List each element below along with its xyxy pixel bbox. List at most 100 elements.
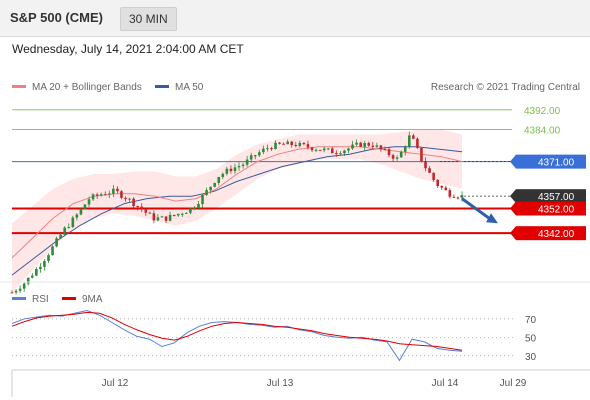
- candle-body: [440, 186, 444, 188]
- candle-body: [144, 209, 148, 213]
- price-levels: [12, 109, 512, 235]
- candle-body: [67, 227, 71, 229]
- rsi-tick-label: 70: [525, 315, 537, 326]
- candle-body: [290, 141, 294, 146]
- level-label-box: [516, 189, 586, 204]
- candle-body: [83, 204, 87, 209]
- candle-body: [322, 148, 326, 151]
- candle-body: [103, 194, 107, 196]
- timeframe-button[interactable]: 30 MIN: [120, 7, 177, 31]
- candle-body: [79, 208, 83, 215]
- candle-body: [112, 188, 115, 194]
- candle-body: [412, 135, 415, 139]
- candle-body: [47, 255, 50, 261]
- candle-body: [156, 217, 160, 221]
- level-labels: 4392.00 4384.00 4371.00 4357.00 4352.00 4342.…: [510, 106, 586, 241]
- candle-body: [217, 176, 221, 183]
- candle-body: [403, 146, 407, 152]
- candle-body: [355, 142, 358, 145]
- candle-body: [294, 145, 298, 147]
- ma20-line: [11, 146, 463, 259]
- credit-label: Research © 2021 Trading Central: [431, 82, 580, 93]
- level-label-text: 4352.00: [538, 205, 575, 216]
- candle-body: [10, 292, 14, 294]
- rsi-legend-swatch: [12, 297, 26, 300]
- candle-body: [249, 155, 253, 160]
- candle-body: [168, 214, 172, 221]
- rsi-gridlines: 70 50 30: [12, 315, 537, 363]
- candle-body: [359, 142, 362, 147]
- ma50-line: [11, 146, 463, 276]
- candle-body: [87, 199, 91, 205]
- candle-body: [298, 142, 302, 147]
- candle-body: [193, 208, 196, 210]
- chart-header: S&P 500 (CME) 30 MIN: [0, 0, 590, 37]
- forecast-arrow-head: [486, 213, 498, 224]
- ma20-legend-swatch: [12, 85, 26, 88]
- candle-body: [91, 194, 95, 200]
- candle-body: [172, 214, 176, 216]
- candle-body: [120, 191, 123, 198]
- candle-body: [395, 157, 399, 159]
- candle-body: [460, 195, 464, 198]
- candle-body: [209, 186, 212, 191]
- candle-body: [432, 172, 435, 180]
- x-tick-label: Jul 12: [102, 378, 129, 389]
- candle-body: [310, 147, 314, 151]
- candle-body: [164, 216, 168, 221]
- candle-body: [428, 168, 431, 173]
- candle-body: [363, 143, 367, 147]
- candle-body: [339, 153, 342, 155]
- candle-body: [35, 268, 38, 276]
- candle-body: [318, 149, 322, 151]
- candle-body: [257, 152, 261, 156]
- candle-body: [63, 227, 67, 235]
- candle-body: [30, 275, 34, 278]
- candle-body: [205, 190, 208, 195]
- rsi-tick-label: 30: [525, 352, 537, 363]
- candle-body: [375, 145, 379, 147]
- candle-body: [160, 216, 164, 218]
- candle-body: [225, 168, 229, 174]
- candle-body: [26, 277, 30, 284]
- candle-body: [229, 168, 233, 172]
- ma50-legend-label: MA 50: [175, 82, 204, 93]
- candle-body: [306, 144, 310, 148]
- date-line: Wednesday, July 14, 2021 2:04:00 AM CET: [12, 42, 244, 56]
- ma20-legend-label: MA 20 + Bollinger Bands: [32, 82, 142, 93]
- candle-body: [55, 238, 58, 247]
- candle-body: [140, 206, 144, 210]
- candle-body: [456, 197, 460, 199]
- candle-body: [132, 198, 135, 207]
- candle-body: [314, 149, 318, 151]
- candle-body: [448, 190, 452, 197]
- candle-body: [197, 203, 200, 209]
- candle-body: [452, 196, 456, 198]
- candle-body: [14, 290, 18, 293]
- level-label-text: 4371.00: [538, 158, 575, 169]
- candle-body: [266, 148, 269, 150]
- bollinger-bands: [12, 129, 462, 293]
- candle-body: [436, 179, 439, 187]
- candle-body: [282, 143, 285, 145]
- candle-body: [347, 148, 350, 151]
- instrument-title: S&P 500 (CME): [10, 10, 103, 25]
- candle-body: [383, 148, 387, 150]
- x-tick-label: Jul 29: [500, 378, 527, 389]
- candle-body: [233, 167, 237, 172]
- candle-body: [107, 193, 111, 195]
- candle-body: [99, 194, 103, 196]
- candle-body: [379, 145, 383, 149]
- forecast-arrow-shaft: [461, 197, 493, 222]
- candle-body: [95, 194, 99, 196]
- candles: [10, 131, 464, 295]
- candle-body: [420, 147, 423, 162]
- candle-body: [262, 148, 265, 153]
- x-tick-label: Jul 13: [267, 378, 294, 389]
- candle-body: [270, 148, 273, 150]
- level-label-pointer: [510, 189, 516, 204]
- candle-body: [136, 206, 139, 208]
- candle-body: [444, 187, 448, 191]
- level-label-text: 4392.00: [524, 106, 561, 117]
